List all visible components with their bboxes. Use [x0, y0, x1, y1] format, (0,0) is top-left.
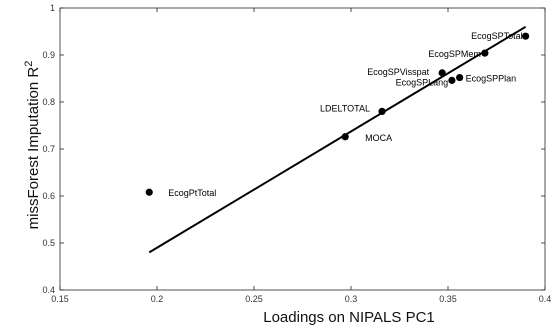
data-point: [448, 76, 456, 84]
data-point: [145, 188, 153, 196]
y-axis-ticks: 0.4 0.5 0.6 0.7 0.8 0.9 1: [42, 3, 545, 295]
y-axis-title: missForest Imputation R2: [23, 61, 42, 230]
y-tick-label: 0.8: [42, 97, 55, 107]
x-tick-label: 0.4: [539, 294, 552, 304]
point-label: EcogSPLang: [396, 77, 449, 87]
x-axis-ticks: 0.15 0.2 0.25 0.3 0.35 0.4: [51, 8, 551, 304]
regression-line: [148, 25, 527, 254]
y-axis-title-text: missForest Imputation R: [25, 67, 42, 230]
data-point: [481, 49, 489, 57]
regression-line-group: [148, 25, 527, 254]
point-label: EcogSPMem: [428, 49, 481, 59]
point-label: EcogSPVisspat: [367, 67, 429, 77]
point-label: LDELTOTAL: [320, 103, 370, 113]
y-axis-title-superscript: 2: [23, 61, 35, 67]
y-tick-label: 1: [50, 3, 55, 13]
x-tick-label: 0.2: [151, 294, 164, 304]
data-point: [438, 69, 446, 77]
x-tick-label: 0.15: [51, 294, 69, 304]
y-tick-label: 0.5: [42, 238, 55, 248]
y-tick-label: 0.6: [42, 191, 55, 201]
y-tick-label: 0.7: [42, 144, 55, 154]
point-label: EcogSPTotal: [471, 31, 523, 41]
x-axis-title: Loadings on NIPALS PC1: [263, 309, 435, 326]
x-tick-label: 0.25: [245, 294, 263, 304]
point-label: MOCA: [365, 133, 392, 143]
point-label: EcogSPPlan: [466, 74, 517, 84]
x-tick-label: 0.35: [439, 294, 457, 304]
y-tick-label: 0.4: [42, 285, 55, 295]
point-label: EcogPtTotal: [168, 188, 216, 198]
data-point: [378, 107, 386, 115]
x-tick-label: 0.3: [345, 294, 358, 304]
data-point: [522, 32, 530, 40]
y-tick-label: 0.9: [42, 50, 55, 60]
data-point: [341, 133, 349, 141]
data-points: EcogPtTotalMOCALDELTOTALEcogSPVisspatEco…: [145, 31, 530, 198]
data-point: [456, 73, 464, 82]
